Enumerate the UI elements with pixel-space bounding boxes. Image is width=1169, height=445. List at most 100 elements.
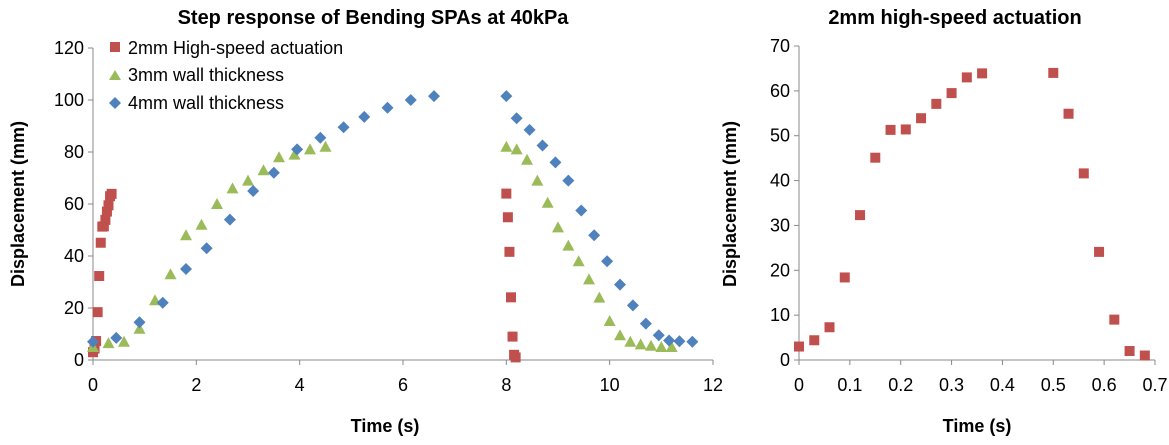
- data-point-triangle: [180, 229, 192, 241]
- y-tick-label: 40: [770, 171, 790, 191]
- data-point-triangle: [164, 268, 177, 280]
- y-tick-label: 50: [770, 126, 790, 146]
- data-point-triangle: [624, 335, 637, 347]
- chart-right-y-axis-label: Displacement (mm): [720, 121, 740, 287]
- legend-item-3mm: 3mm wall thickness: [109, 65, 284, 85]
- data-point-square: [1124, 346, 1135, 357]
- y-tick-label: 0: [780, 350, 790, 370]
- y-tick-label: 40: [64, 246, 84, 266]
- data-point-triangle: [645, 339, 657, 351]
- data-point-triangle: [510, 143, 523, 155]
- data-point-diamond: [614, 278, 626, 291]
- y-tick-label: 80: [64, 142, 84, 162]
- y-tick-label: 100: [54, 90, 84, 110]
- data-point-diamond: [562, 174, 575, 187]
- data-point-triangle: [195, 218, 208, 230]
- data-point-square: [98, 221, 109, 232]
- data-point-triangle: [304, 143, 316, 155]
- data-point-square: [95, 237, 106, 248]
- chart-right-tick-labels: 0 10 20 30 40 50 60 70 0 0.1 0.2 0.3 0.4 0.5 0.6 0.7: [770, 36, 1168, 395]
- y-tick-label: 20: [64, 298, 84, 318]
- data-point-triangle: [634, 338, 647, 350]
- x-tick-label: 0.4: [990, 375, 1015, 395]
- chart-left-y-axis-label: Displacement (mm): [8, 121, 28, 287]
- data-point-diamond: [673, 335, 686, 348]
- data-point-square: [916, 113, 927, 124]
- chart-left: Step response of Bending SPAs at 40kPa T…: [8, 7, 723, 436]
- x-tick-label: 8: [501, 375, 511, 395]
- data-point-diamond: [156, 296, 169, 309]
- data-point-square: [839, 272, 850, 283]
- data-point-square: [504, 246, 515, 257]
- x-tick-label: 0.7: [1142, 375, 1167, 395]
- data-point-diamond: [291, 143, 304, 156]
- data-point-square: [855, 210, 866, 221]
- legend-label-2mm: 2mm High-speed actuation: [128, 38, 343, 58]
- x-tick-label: 0.2: [888, 375, 913, 395]
- data-point-diamond: [133, 316, 146, 329]
- x-tick-label: 12: [703, 375, 723, 395]
- x-tick-label: 0.3: [939, 375, 964, 395]
- data-point-diamond: [314, 131, 327, 144]
- data-point-diamond: [180, 263, 192, 275]
- y-tick-label: 60: [64, 194, 84, 214]
- data-point-square: [1048, 67, 1059, 78]
- x-tick-label: 0.5: [1041, 375, 1066, 395]
- y-tick-label: 60: [770, 81, 790, 101]
- legend-item-4mm: 4mm wall thickness: [109, 93, 284, 113]
- data-point-square: [505, 292, 516, 303]
- data-point-triangle: [665, 341, 678, 352]
- data-point-square: [501, 188, 512, 199]
- x-tick-label: 0.6: [1092, 375, 1117, 395]
- data-point-square: [100, 214, 111, 225]
- legend-marker-diamond: [109, 97, 121, 109]
- data-point-square: [900, 124, 911, 135]
- data-point-square: [824, 322, 835, 333]
- data-point-square: [946, 88, 957, 99]
- data-point-square: [931, 98, 942, 109]
- data-point-square: [1139, 350, 1150, 361]
- data-point-diamond: [686, 335, 699, 348]
- data-point-diamond: [575, 204, 588, 217]
- data-point-diamond: [601, 255, 614, 268]
- data-point-diamond: [247, 185, 260, 197]
- data-point-square: [94, 271, 105, 282]
- data-point-triangle: [583, 273, 595, 285]
- data-point-triangle: [603, 315, 616, 326]
- data-point-diamond: [663, 334, 676, 347]
- data-point-square: [794, 341, 804, 352]
- y-tick-label: 70: [770, 36, 790, 56]
- data-point-triangle: [226, 182, 239, 194]
- data-point-square: [1094, 246, 1105, 257]
- data-point-diamond: [223, 213, 236, 226]
- data-point-triangle: [614, 329, 626, 341]
- data-point-diamond: [358, 110, 371, 123]
- data-point-triangle: [655, 341, 668, 352]
- x-tick-label: 0: [794, 375, 804, 395]
- data-point-square: [1109, 314, 1120, 325]
- data-point-diamond: [404, 94, 417, 106]
- y-tick-label: 20: [770, 260, 790, 280]
- data-point-square: [1078, 168, 1089, 179]
- data-point-diamond: [510, 112, 523, 125]
- data-point-square: [92, 307, 103, 318]
- data-point-square: [510, 352, 521, 363]
- x-tick-label: 0: [88, 375, 98, 395]
- data-point-triangle: [319, 140, 332, 152]
- x-tick-label: 6: [398, 375, 408, 395]
- data-point-triangle: [273, 151, 285, 163]
- y-tick-label: 0: [74, 350, 84, 370]
- chart-right-x-axis-label: Time (s): [943, 416, 1012, 436]
- data-point-diamond: [200, 242, 213, 255]
- data-point-diamond: [381, 101, 394, 114]
- data-point-triangle: [242, 174, 254, 186]
- legend-item-2mm: 2mm High-speed actuation: [110, 38, 343, 58]
- data-point-square: [507, 331, 518, 342]
- data-point-diamond: [536, 139, 549, 152]
- data-point-diamond: [549, 156, 562, 169]
- data-point-diamond: [337, 121, 350, 134]
- data-point-triangle: [531, 174, 544, 186]
- x-tick-label: 10: [600, 375, 620, 395]
- data-point-triangle: [288, 148, 301, 160]
- data-point-square: [809, 335, 820, 346]
